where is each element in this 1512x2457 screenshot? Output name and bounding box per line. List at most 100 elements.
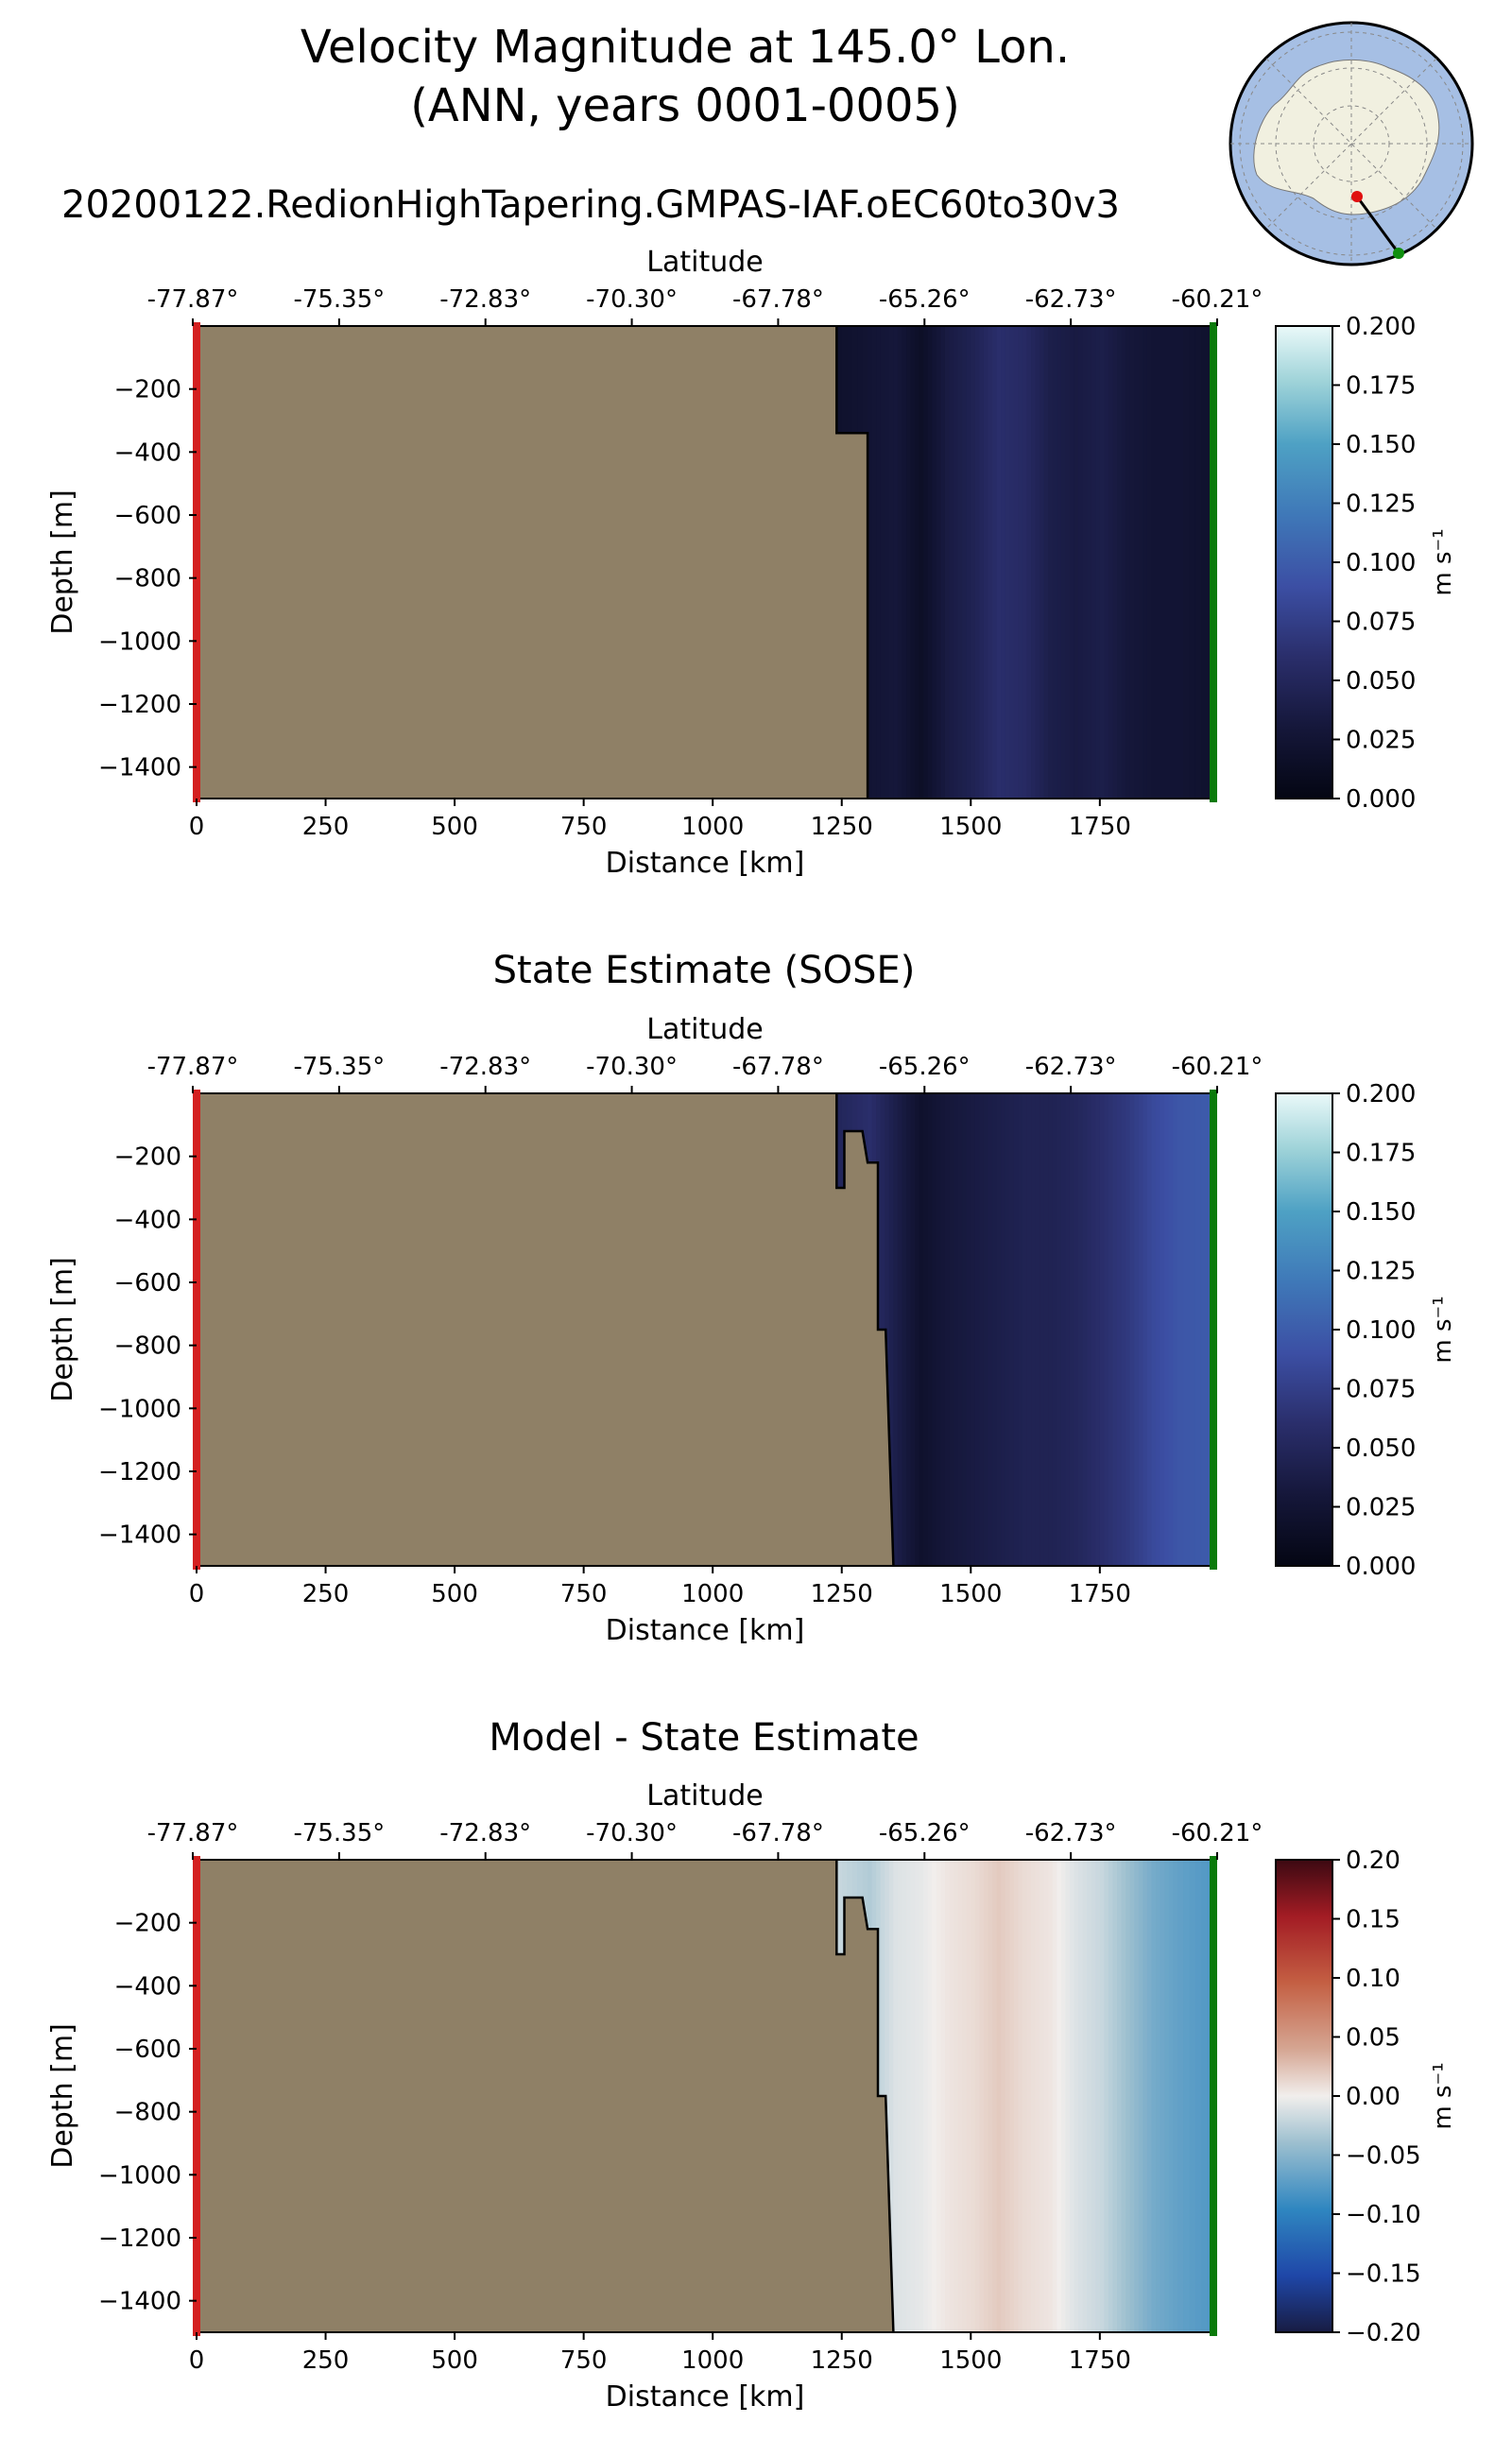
panel-3-title: Model - State Estimate <box>489 1716 919 1760</box>
velocity-cell <box>992 326 998 799</box>
velocity-cell <box>1095 1093 1101 1566</box>
velocity-cell <box>936 1093 942 1566</box>
velocity-cell <box>974 326 981 799</box>
figure-title-line2: (ANN, years 0001-0005) <box>410 79 960 132</box>
velocity-cell <box>1078 1093 1084 1566</box>
velocity-cell <box>1078 1860 1084 2332</box>
y-tick-label: −800 <box>114 1332 181 1361</box>
velocity-cell <box>966 1860 972 2332</box>
lat-tick-label: -77.87° <box>147 1053 239 1081</box>
velocity-cell <box>927 1093 934 1566</box>
colorbar-tick-label: 0.025 <box>1346 1494 1416 1522</box>
colorbar-tick-label: −0.15 <box>1346 2260 1421 2289</box>
colorbar: −0.20 −0.15 −0.10 −0.05 0.00 0.05 0.10 0.15 0.20… <box>1275 1847 1457 2347</box>
colorbar-tick-label: 0.025 <box>1346 727 1416 755</box>
y-tick-label: −1000 <box>98 1395 181 1423</box>
colorbar-tick-label: 0.075 <box>1346 609 1416 637</box>
lat-tick-label: -65.26° <box>879 1819 971 1847</box>
velocity-cell <box>927 1860 934 2332</box>
velocity-cell <box>983 326 989 799</box>
lat-tick-label: -60.21° <box>1172 285 1263 314</box>
x-axis-label: Distance [km] <box>606 2380 805 2414</box>
lat-tick-label: -62.73° <box>1025 1053 1117 1081</box>
velocity-cell <box>1087 1860 1092 2332</box>
velocity-cell <box>979 326 985 799</box>
lat-tick-label: -70.30° <box>586 285 678 314</box>
velocity-cell <box>1040 1860 1045 2332</box>
velocity-cell <box>992 1093 998 1566</box>
velocity-cell <box>910 1860 916 2332</box>
colorbar-tick-label: 0.050 <box>1346 1435 1416 1463</box>
velocity-cell <box>1160 1093 1165 1566</box>
x-tick-label: 250 <box>302 2346 350 2375</box>
y-tick-label: −1200 <box>98 2225 181 2253</box>
velocity-cell <box>957 1860 963 2332</box>
velocity-cell <box>1043 326 1050 799</box>
velocity-cell <box>1121 326 1126 799</box>
velocity-cell <box>1035 1093 1040 1566</box>
velocity-cell <box>1074 326 1079 799</box>
velocity-cell <box>1121 1093 1126 1566</box>
velocity-cell <box>932 1860 937 2332</box>
velocity-cell <box>1164 326 1170 799</box>
velocity-cell <box>936 326 942 799</box>
colorbar-tick-label: 0.200 <box>1346 313 1416 341</box>
transect-line <box>1355 196 1400 254</box>
velocity-cell <box>1104 1093 1109 1566</box>
velocity-cell <box>1160 326 1165 799</box>
colorbar-tick-label: 0.00 <box>1346 2083 1400 2111</box>
lat-tick-label: -65.26° <box>879 1053 971 1081</box>
velocity-cell <box>1031 1093 1037 1566</box>
velocity-cell <box>923 1860 929 2332</box>
x-tick-label: 750 <box>560 1580 608 1608</box>
velocity-cell <box>1082 1860 1088 2332</box>
colorbar-tick-label: 0.050 <box>1346 667 1416 696</box>
transect-start-marker <box>193 1090 200 1570</box>
velocity-cell <box>1013 1093 1020 1566</box>
velocity-cell <box>1031 326 1037 799</box>
y-tick-label: −200 <box>114 376 181 404</box>
velocity-cell <box>1129 1093 1136 1566</box>
lat-tick-label: -72.83° <box>439 1819 531 1847</box>
antarctica-landmass <box>1253 59 1440 215</box>
transect-end-marker <box>1210 322 1217 802</box>
colorbar-tick-label: 0.125 <box>1346 490 1416 519</box>
velocity-cell <box>1201 1860 1209 2332</box>
colorbar: 0.000 0.025 0.050 0.075 0.100 0.125 0.150 0.175… <box>1275 313 1457 814</box>
velocity-cell <box>932 1093 937 1566</box>
velocity-cell <box>876 326 882 799</box>
colorbar-tick-label: 0.10 <box>1346 1965 1400 1993</box>
velocity-cell <box>1104 326 1109 799</box>
velocity-cell <box>1134 326 1140 799</box>
velocity-cell <box>1099 326 1106 799</box>
velocity-cell <box>966 326 972 799</box>
colorbar-tick-label: 0.20 <box>1346 1847 1400 1875</box>
velocity-cell <box>1168 1860 1175 2332</box>
velocity-cell <box>1001 1860 1006 2332</box>
velocity-cell <box>885 326 890 799</box>
x-tick-label: 1750 <box>1069 1580 1131 1608</box>
velocity-cell <box>1168 1093 1175 1566</box>
velocity-cell <box>1040 326 1045 799</box>
velocity-cell <box>1052 326 1058 799</box>
velocity-cell <box>1048 1093 1054 1566</box>
velocity-cell <box>906 1093 912 1566</box>
velocity-cell <box>974 1093 981 1566</box>
colorbar-tick-label: −0.10 <box>1346 2201 1421 2229</box>
velocity-cell <box>919 1093 925 1566</box>
colorbar-tick-label: −0.20 <box>1346 2319 1421 2347</box>
velocity-cell <box>1048 1860 1054 2332</box>
velocity-cell <box>962 326 968 799</box>
velocity-cell <box>880 326 886 799</box>
velocity-cell <box>1057 1093 1062 1566</box>
y-tick-label: −200 <box>114 1143 181 1172</box>
velocity-cell <box>1026 1093 1032 1566</box>
velocity-cell <box>1194 326 1203 799</box>
velocity-cell <box>888 326 895 799</box>
velocity-cell <box>1095 326 1101 799</box>
colorbar-tick-label: 0.000 <box>1346 1553 1416 1581</box>
velocity-cell <box>923 1093 929 1566</box>
velocity-cell <box>1177 1093 1184 1566</box>
y-tick-label: −400 <box>114 1972 181 2001</box>
velocity-cell <box>902 326 907 799</box>
